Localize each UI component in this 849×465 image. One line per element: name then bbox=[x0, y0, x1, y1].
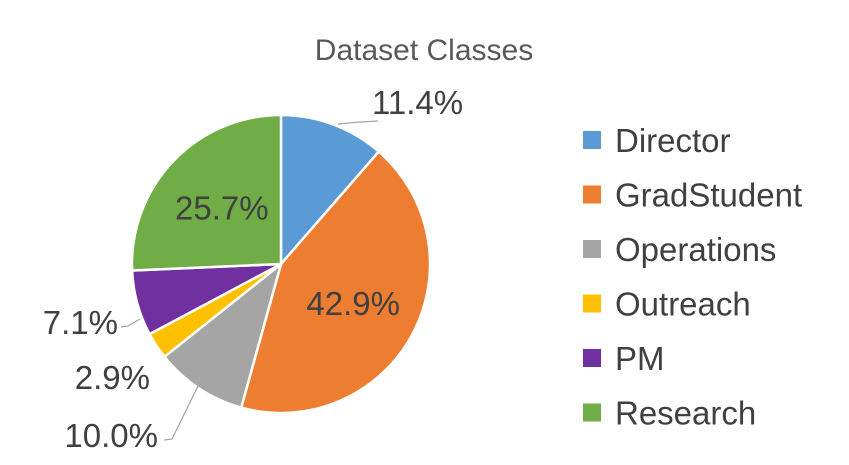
legend-label-operations: Operations bbox=[615, 231, 776, 268]
chart-title: Dataset Classes bbox=[315, 34, 533, 67]
legend-swatch-gradstudent bbox=[583, 185, 601, 204]
data-label-director: 11.4% bbox=[372, 84, 463, 121]
pie-slice-director bbox=[279, 113, 381, 268]
legend: Director GradStudent Operations Outreach PM R… bbox=[583, 122, 802, 432]
legend-label-gradstudent: GradStudent bbox=[615, 177, 802, 214]
pie-slices bbox=[130, 113, 432, 415]
pie-slice-research bbox=[130, 113, 283, 272]
legend-item-outreach: Outreach bbox=[583, 286, 751, 323]
legend-item-research: Research bbox=[583, 395, 756, 432]
legend-swatch-director bbox=[583, 131, 601, 149]
legend-swatch-research bbox=[583, 403, 601, 422]
leader-line-director bbox=[337, 120, 379, 125]
leader-line-pm bbox=[120, 318, 141, 328]
leader-lines bbox=[120, 120, 379, 441]
legend-swatch-operations bbox=[583, 240, 601, 258]
legend-item-pm: PM bbox=[583, 340, 665, 377]
legend-label-research: Research bbox=[615, 395, 756, 432]
legend-label-director: Director bbox=[615, 122, 731, 159]
legend-swatch-pm bbox=[583, 349, 601, 367]
data-label-operations: 10.0% bbox=[64, 417, 158, 454]
legend-swatch-outreach bbox=[583, 294, 601, 313]
legend-item-operations: Operations bbox=[583, 231, 776, 268]
legend-label-outreach: Outreach bbox=[615, 286, 751, 323]
leader-line-operations bbox=[163, 385, 199, 441]
legend-label-pm: PM bbox=[615, 340, 665, 377]
pie-slice-operations bbox=[162, 260, 284, 410]
data-label-gradstudent: 42.9% bbox=[306, 285, 400, 322]
legend-item-director: Director bbox=[583, 122, 731, 159]
data-label-pm: 7.1% bbox=[43, 304, 118, 341]
legend-item-gradstudent: GradStudent bbox=[583, 177, 802, 214]
data-label-outreach: 2.9% bbox=[75, 359, 150, 396]
data-label-research: 25.7% bbox=[175, 189, 269, 226]
data-labels: 11.4% 42.9% 10.0% 2.9% 7.1% 25.7% bbox=[43, 84, 463, 454]
pie-slice-gradstudent bbox=[239, 149, 432, 415]
